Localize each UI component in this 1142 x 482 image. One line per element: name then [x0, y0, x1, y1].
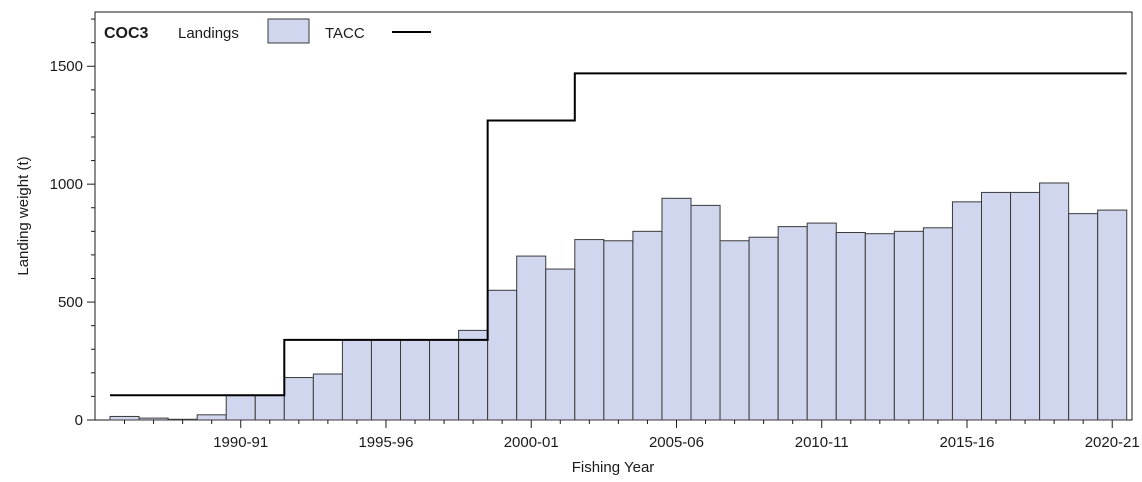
bar-2014-15 — [922, 227, 953, 421]
bar-1992-93 — [283, 377, 314, 421]
bar-1991-92 — [254, 394, 285, 421]
x-tick-label: 1990-91 — [213, 434, 268, 451]
bar-2017-18 — [1010, 191, 1041, 421]
bar-2002-03 — [574, 239, 605, 421]
y-tick-label: 1000 — [50, 176, 83, 193]
bar-2015-16 — [951, 201, 983, 421]
chart-title: COC3 — [104, 25, 149, 42]
bar-1995-96 — [370, 339, 402, 421]
bar-2013-14 — [893, 230, 924, 421]
x-tick-label: 2000-01 — [504, 434, 559, 451]
bar-2007-08 — [719, 240, 750, 421]
bar-1988-89 — [167, 418, 198, 421]
y-axis: 0 500 1000 1500 — [50, 18, 95, 429]
bar-2000-01 — [516, 255, 547, 421]
bar-1993-94 — [312, 373, 343, 421]
bar-1987-88 — [138, 417, 169, 421]
x-tick-label: 2010-11 — [795, 434, 849, 451]
bar-2003-04 — [603, 240, 634, 421]
y-tick-label: 500 — [58, 294, 83, 311]
bar-2005-06 — [661, 197, 692, 421]
x-tick-label: 2005-06 — [649, 434, 704, 451]
bar-2010-11 — [806, 222, 837, 421]
x-tick-label: 2015-16 — [939, 434, 994, 451]
bar-1989-90 — [196, 414, 227, 421]
bar-2008-09 — [748, 236, 779, 421]
bar-2009-10 — [777, 226, 808, 421]
bar-1986-87 — [109, 415, 140, 421]
y-tick-label: 0 — [75, 412, 83, 429]
bar-2011-12 — [835, 232, 866, 421]
tacc-line-group — [110, 72, 1127, 397]
x-axis-label: Fishing Year — [572, 459, 655, 476]
bar-1998-99 — [458, 329, 489, 421]
bar-2004-05 — [632, 230, 663, 421]
legend-landings-swatch — [267, 18, 310, 44]
y-tick-label: 1500 — [50, 58, 83, 75]
bar-1999-00 — [487, 289, 518, 421]
x-tick-label: 2020-21 — [1085, 434, 1140, 451]
bar-1996-97 — [400, 339, 431, 421]
legend: COC3 Landings TACC — [104, 18, 431, 44]
bar-2012-13 — [864, 233, 895, 421]
landings-bars — [109, 182, 1128, 421]
y-axis-label: Landing weight (t) — [15, 156, 32, 275]
bar-2006-07 — [690, 204, 721, 421]
legend-tacc-label: TACC — [325, 25, 365, 42]
x-tick-label: 1995-96 — [358, 434, 413, 451]
legend-landings-label: Landings — [178, 25, 239, 42]
bar-1997-98 — [429, 339, 460, 421]
x-axis: 1990-91 1995-96 2000-01 2005-06 2010-11 2015-… — [124, 420, 1140, 451]
bar-2020-21 — [1097, 209, 1128, 421]
bar-2001-02 — [545, 268, 576, 421]
bar-2018-19 — [1039, 182, 1070, 421]
bar-2019-20 — [1068, 213, 1099, 421]
bar-1994-95 — [341, 339, 372, 421]
bar-1990-91 — [225, 394, 256, 421]
tacc-line — [110, 72, 1127, 397]
bar-2016-17 — [981, 191, 1012, 421]
